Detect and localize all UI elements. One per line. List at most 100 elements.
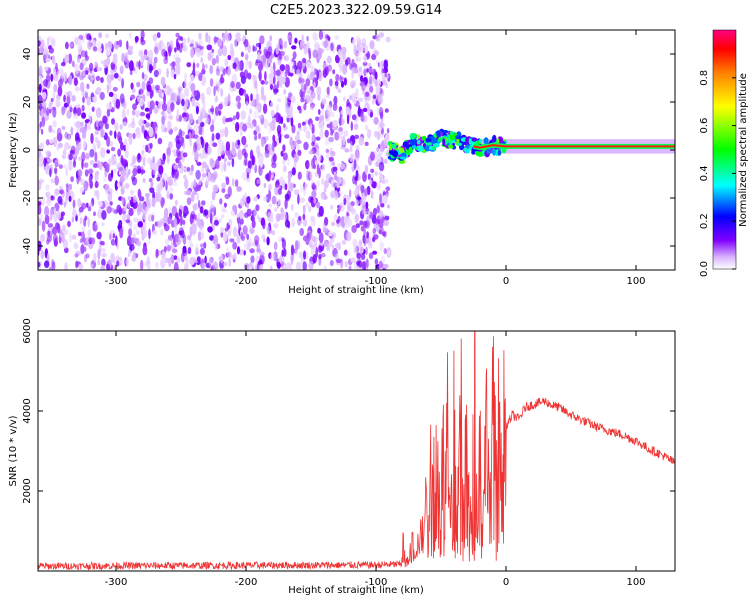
colorbar-label: Normalized spectral amplitude: [738, 73, 749, 227]
spectrogram-cell: [79, 187, 85, 193]
spectrogram-cell: [302, 219, 308, 227]
spectrogram-cell: [155, 261, 159, 269]
spectrogram-cell: [176, 257, 181, 264]
spectrogram-cell: [253, 196, 258, 202]
spectrogram-cell: [127, 50, 133, 56]
spectrogram-cell: [76, 127, 82, 133]
spectrogram-cell: [201, 62, 205, 74]
snr-y-tick-label: 2000: [22, 478, 33, 503]
spectrogram-cell: [209, 78, 214, 87]
spectrogram-cell: [95, 75, 101, 82]
spectrogram-cell: [306, 162, 310, 169]
spectrogram-cell: [160, 228, 164, 236]
spectrogram-cell: [148, 49, 153, 61]
spectrogram-cell: [178, 237, 184, 242]
spectrogram-cell: [163, 222, 167, 228]
spectrogram-cell: [380, 118, 384, 123]
spectrogram-cell: [155, 248, 159, 258]
spectrogram-cell: [239, 129, 243, 137]
spectrogram-y-axis: -40 -20 0 20 40: [22, 48, 675, 254]
spectrogram-cell: [333, 213, 338, 222]
spectrogram-cell: [47, 164, 51, 170]
spectrogram-cell: [205, 32, 209, 38]
spectrogram-cell: [151, 162, 157, 171]
spectrogram-cell: [269, 265, 273, 270]
spectrogram-cell: [45, 184, 50, 191]
spectrogram-cell: [98, 120, 104, 129]
spectrogram-cell: [213, 85, 216, 97]
spectrogram-cell: [162, 172, 168, 182]
spectrogram-cell: [230, 48, 235, 58]
spectrogram-cell: [217, 48, 223, 57]
spectrogram-cell: [175, 57, 181, 64]
spectrogram-cell: [152, 84, 155, 92]
spectrogram-cell: [166, 147, 171, 157]
spectrogram-cell: [138, 117, 145, 128]
spectrogram-cell: [52, 226, 58, 235]
spectrogram-cell: [121, 78, 124, 89]
spectrogram-cell: [290, 68, 294, 74]
spectrogram-cell: [93, 67, 98, 73]
spectrogram-cell: [65, 167, 68, 177]
spectrogram-cell: [68, 74, 73, 86]
spectrogram-cell: [89, 62, 94, 72]
spectrogram-cell: [134, 237, 139, 243]
spectrogram-cell: [106, 263, 110, 270]
spectrogram-cell: [110, 146, 116, 152]
spectrogram-cell: [281, 72, 287, 78]
spectrogram-cell: [237, 149, 243, 161]
spectrogram-cell: [284, 198, 288, 210]
spectrogram-cell: [353, 44, 357, 55]
spectrogram-cell: [228, 257, 232, 267]
spectrogram-cell: [143, 54, 148, 60]
spectrogram-cell: [316, 180, 321, 188]
spectrogram-cell: [200, 231, 205, 240]
spectrogram-cell: [258, 216, 262, 223]
spectrogram-cell: [39, 44, 43, 55]
spectrogram-cell: [146, 256, 150, 265]
spectrogram-cell: [54, 167, 58, 175]
spectrogram-cell: [81, 70, 87, 79]
spectrogram-cell: [313, 81, 316, 90]
spectrogram-cell: [168, 257, 172, 268]
spectrogram-cell: [245, 100, 249, 110]
spectrogram-cell: [351, 114, 357, 121]
spectrogram-cell: [368, 67, 374, 73]
spectrogram-cell: [96, 160, 101, 166]
spectrogram-cell: [224, 227, 229, 232]
spectrogram-cell: [232, 241, 238, 250]
spectrogram-cell: [200, 121, 205, 128]
spectrogram-cell: [108, 83, 112, 91]
spectrogram-cell: [383, 263, 389, 269]
spectrogram-cell: [265, 136, 269, 141]
spectrogram-cell: [99, 201, 103, 207]
spectrogram-cell: [220, 231, 224, 238]
spectrogram-cell: [70, 145, 76, 155]
spectrogram-cell: [350, 208, 356, 215]
spectrogram-cell: [83, 180, 89, 192]
spectrogram-cell: [182, 245, 187, 254]
spectrogram-cell: [258, 114, 264, 120]
spectrogram-cell: [378, 106, 384, 117]
spectrogram-cell: [377, 79, 382, 87]
spectrogram-cell: [348, 264, 353, 270]
spectrogram-cell: [40, 214, 44, 220]
spectrogram-cell: [342, 63, 348, 75]
spectrogram-cell: [343, 197, 347, 206]
spectrogram-cell: [232, 226, 238, 238]
spectrogram-cell: [101, 258, 106, 267]
snr-line-area: [38, 331, 675, 571]
spectrogram-x-label: Height of straight line (km): [288, 285, 424, 296]
spectrogram-cell: [50, 178, 55, 184]
spectrogram-cell: [283, 123, 286, 128]
spectrogram-cell: [220, 161, 225, 173]
spectrogram-cell: [379, 226, 384, 235]
spectrogram-cell: [63, 164, 67, 169]
spectrogram-cell: [216, 83, 220, 93]
spectrogram-cell: [184, 178, 189, 190]
spectrogram-cell: [246, 172, 250, 179]
spectrogram-cell: [148, 178, 153, 183]
spectrogram-cell: [254, 134, 258, 141]
spectrogram-cell: [196, 256, 201, 262]
spectrogram-cell: [139, 111, 146, 117]
